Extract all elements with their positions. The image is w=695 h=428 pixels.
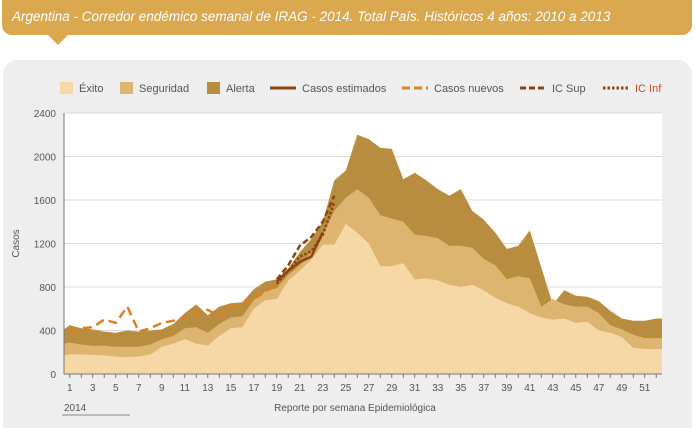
legend-label: IC Sup (552, 83, 586, 95)
legend-item-casos-estimados: Casos estimados (270, 83, 387, 95)
x-tick-label: 19 (271, 383, 283, 394)
x-tick-label: 11 (180, 383, 191, 394)
x-tick-label: 27 (363, 383, 375, 394)
x-tick-label: 5 (113, 383, 119, 394)
x-tick-label: 3 (90, 383, 96, 394)
y-tick-label: 2400 (34, 109, 57, 120)
legend-label: Casos nuevos (434, 83, 504, 95)
x-tick-label: 35 (455, 383, 467, 394)
legend-label: Alerta (226, 83, 256, 95)
x-tick-label: 33 (432, 383, 444, 394)
line-casos-estimados (275, 232, 324, 283)
y-tick-label: 800 (39, 283, 56, 294)
x-tick-label: 17 (248, 383, 260, 394)
line-ic-inf (275, 201, 336, 285)
x-tick-label: 29 (386, 383, 398, 394)
y-tick-label: 1200 (34, 240, 57, 251)
y-axis-title: Casos (11, 229, 22, 257)
x-tick-label: 45 (570, 383, 582, 394)
x-tick-label: 37 (478, 383, 490, 394)
year-label: 2014 (64, 403, 87, 414)
x-tick-label: 51 (639, 383, 651, 394)
banner-pointer (48, 35, 68, 45)
x-tick-label: 13 (202, 383, 214, 394)
legend-swatch (120, 82, 133, 94)
y-tick-label: 1600 (34, 196, 57, 207)
x-axis-title: Reporte por semana Epidemiológica (274, 403, 436, 414)
x-tick-label: 31 (409, 383, 421, 394)
x-tick-label: 49 (616, 383, 628, 394)
x-tick-label: 43 (547, 383, 559, 394)
x-tick-label: 1 (67, 383, 73, 394)
x-tick-label: 9 (159, 383, 165, 394)
legend-item-exito: Éxito (60, 82, 103, 95)
x-tick-label: 23 (317, 383, 329, 394)
y-tick-label: 2000 (34, 153, 57, 164)
legend-label: Casos estimados (302, 83, 387, 95)
x-tick-label: 47 (593, 383, 605, 394)
legend-item-ic-sup: IC Sup (520, 83, 586, 95)
legend-item-casos-nuevos: Casos nuevos (402, 83, 504, 95)
legend-item-ic-inf: IC Inf (603, 83, 662, 95)
legend-item-alerta: Alerta (207, 82, 256, 95)
x-tick-label: 21 (294, 383, 306, 394)
x-tick-label: 39 (501, 383, 513, 394)
x-tick-label: 7 (136, 383, 142, 394)
line-ic-sup (275, 195, 336, 281)
legend-swatch (60, 82, 73, 94)
title-banner: Argentina - Corredor endémico semanal de… (2, 0, 692, 35)
legend-label: IC Inf (635, 83, 662, 95)
legend-swatch (207, 82, 220, 94)
y-tick-label: 400 (39, 327, 56, 338)
line-casos-nuevos (69, 283, 278, 334)
y-tick-label: 0 (50, 370, 56, 381)
legend-label: Éxito (79, 82, 103, 95)
x-tick-label: 41 (524, 383, 536, 394)
x-tick-label: 15 (225, 383, 237, 394)
legend-label: Seguridad (139, 83, 189, 95)
legend-item-seguridad: Seguridad (120, 82, 189, 95)
x-tick-label: 25 (340, 383, 352, 394)
chart-title: Argentina - Corredor endémico semanal de… (12, 9, 611, 24)
area-exito (64, 223, 662, 374)
